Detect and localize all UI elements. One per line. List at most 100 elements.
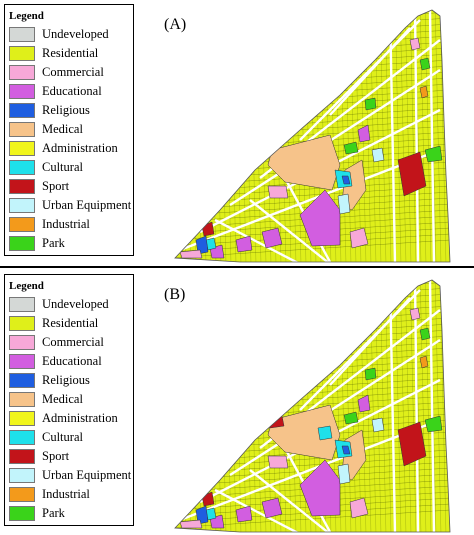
urban-equipment-parcel <box>337 463 351 485</box>
district-boundary <box>174 279 451 533</box>
park-parcel <box>419 57 431 71</box>
park-parcel <box>424 145 443 163</box>
legend-label: Residential <box>42 316 99 330</box>
legend-label: Sport <box>42 179 70 193</box>
legend-swatch <box>9 373 35 388</box>
legend-item: Educational <box>9 353 134 370</box>
park-parcel <box>343 141 359 155</box>
legend-swatch <box>9 179 35 194</box>
map-panel-a: Legend Undeveloped Residential Commercial E… <box>0 0 474 264</box>
legend-item: Park <box>9 505 134 522</box>
legend-item: Commercial <box>9 64 134 81</box>
legend-item: Industrial <box>9 216 134 233</box>
commercial-parcel <box>349 227 369 249</box>
sport-parcel <box>201 221 215 237</box>
legend: Legend Undeveloped Residential Commercial E… <box>4 274 134 526</box>
legend-label: Park <box>42 236 65 250</box>
district-boundary <box>174 9 451 263</box>
legend-swatch <box>9 335 35 350</box>
panel-label: (B) <box>164 286 186 303</box>
urban-equipment-parcel <box>371 147 385 163</box>
legend-swatch <box>9 141 35 156</box>
legend-label: Commercial <box>42 65 104 79</box>
religious-parcel <box>341 175 351 185</box>
legend-swatch <box>9 411 35 426</box>
sport-parcel <box>397 151 427 197</box>
commercial-parcel <box>179 519 203 529</box>
legend-swatch <box>9 84 35 99</box>
park-parcel <box>289 387 301 399</box>
map-parcels <box>175 280 450 532</box>
sport-parcel <box>397 421 427 467</box>
legend-label: Cultural <box>42 160 83 174</box>
commercial-parcel <box>179 249 203 259</box>
legend-item: Residential <box>9 45 134 62</box>
land-use-map-b <box>174 279 451 533</box>
commercial-parcel <box>409 307 421 321</box>
legend-label: Industrial <box>42 487 90 501</box>
religious-parcel <box>195 235 209 255</box>
legend-swatch <box>9 236 35 251</box>
legend-swatch <box>9 46 35 61</box>
legend-label: Religious <box>42 103 90 117</box>
legend-swatch <box>9 316 35 331</box>
educational-parcel <box>261 497 283 519</box>
legend-label: Park <box>42 506 65 520</box>
legend-label: Commercial <box>42 335 104 349</box>
legend-item: Religious <box>9 372 134 389</box>
educational-parcel <box>235 235 253 253</box>
legend-label: Educational <box>42 84 102 98</box>
park-parcel <box>343 411 359 425</box>
legend-item: Park <box>9 235 134 252</box>
legend-label: Administration <box>42 141 118 155</box>
park-parcel <box>289 117 301 129</box>
legend-item: Educational <box>9 83 134 100</box>
legend-swatch <box>9 27 35 42</box>
legend-label: Residential <box>42 46 99 60</box>
legend-title: Legend <box>9 280 44 292</box>
legend-label: Medical <box>42 122 83 136</box>
educational-parcel <box>261 227 283 249</box>
legend-swatch <box>9 354 35 369</box>
legend-item: Commercial <box>9 334 134 351</box>
legend-label: Cultural <box>42 430 83 444</box>
land-use-map-a <box>174 9 451 263</box>
educational-parcel <box>357 394 371 413</box>
legend-swatch <box>9 487 35 502</box>
legend-swatch <box>9 217 35 232</box>
legend-swatch <box>9 430 35 445</box>
legend-swatch <box>9 65 35 80</box>
legend-item: Residential <box>9 315 134 332</box>
panel-divider <box>0 266 474 268</box>
legend-item: Industrial <box>9 486 134 503</box>
park-parcel <box>364 367 377 381</box>
legend-label: Undeveloped <box>42 297 109 311</box>
legend-item: Urban Equipment <box>9 467 134 484</box>
legend-label: Religious <box>42 373 90 387</box>
legend-item: Undeveloped <box>9 296 134 313</box>
legend-swatch <box>9 506 35 521</box>
legend-label: Urban Equipment <box>42 198 132 212</box>
educational-parcel <box>235 505 253 523</box>
legend-label: Industrial <box>42 217 90 231</box>
medical-parcel <box>267 134 341 191</box>
commercial-parcel <box>267 185 289 199</box>
legend-label: Medical <box>42 392 83 406</box>
legend-item: Administration <box>9 140 134 157</box>
legend-item: Cultural <box>9 159 134 176</box>
legend-item: Sport <box>9 178 134 195</box>
urban-equipment-parcel <box>337 193 351 215</box>
park-parcel <box>364 97 377 111</box>
legend-title: Legend <box>9 10 44 22</box>
religious-parcel <box>195 505 209 525</box>
sport-parcel <box>201 491 215 507</box>
legend-label: Urban Equipment <box>42 468 132 482</box>
legend-item: Medical <box>9 121 134 138</box>
commercial-parcel <box>267 455 289 469</box>
legend-item: Urban Equipment <box>9 197 134 214</box>
panel-label: (A) <box>164 16 187 33</box>
legend-label: Administration <box>42 411 118 425</box>
commercial-parcel <box>349 497 369 519</box>
educational-parcel <box>299 189 341 247</box>
religious-parcel <box>341 445 351 455</box>
